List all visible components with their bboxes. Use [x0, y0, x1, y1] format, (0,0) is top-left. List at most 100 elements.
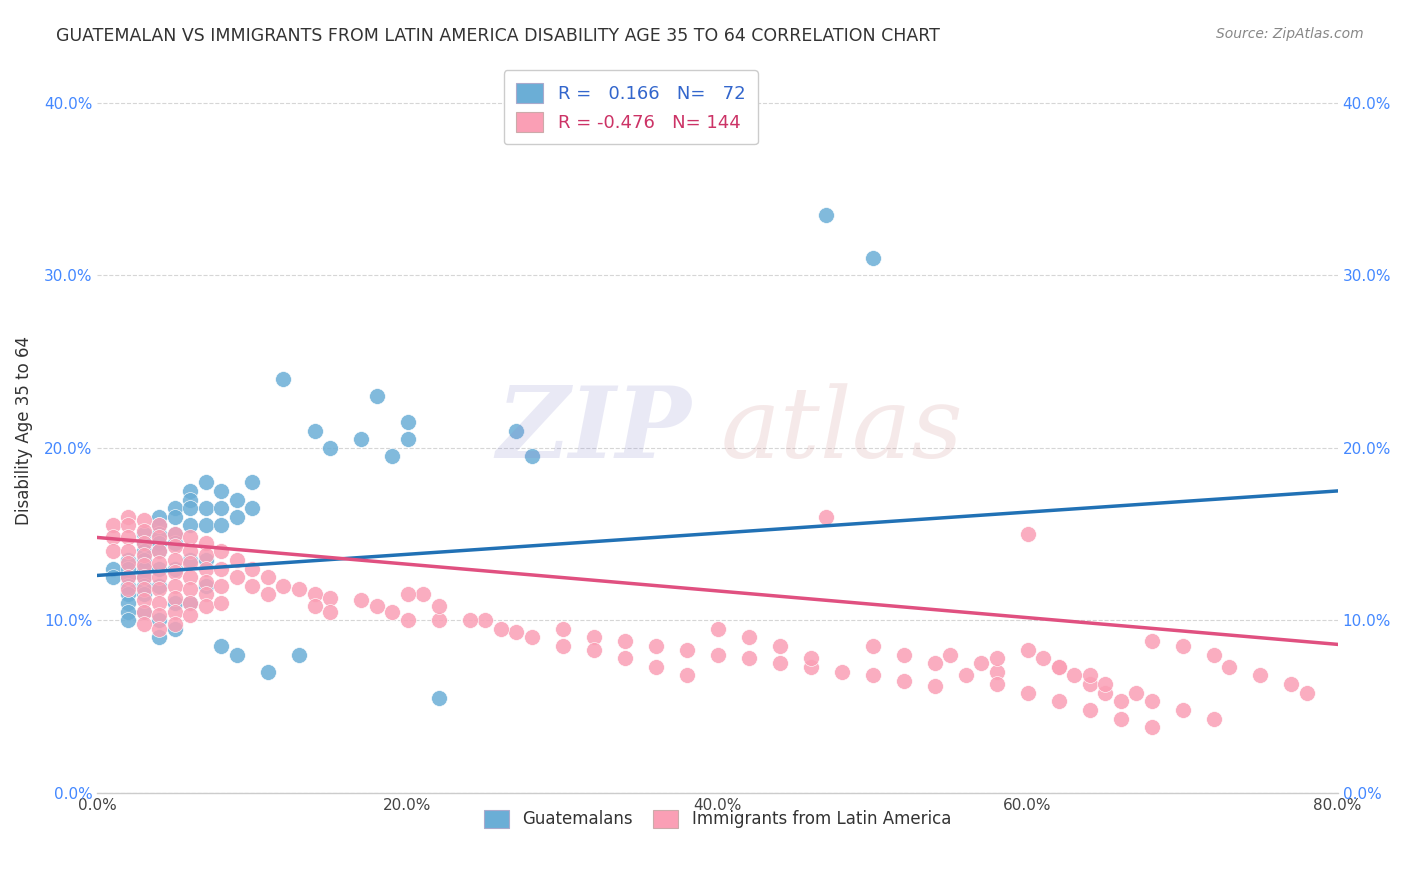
Point — [955, 668, 977, 682]
Point — [195, 501, 218, 516]
Point — [195, 561, 218, 575]
Point — [862, 668, 884, 682]
Point — [226, 553, 249, 567]
Point — [132, 579, 155, 593]
Text: ZIP: ZIP — [496, 383, 690, 479]
Point — [613, 651, 636, 665]
Point — [242, 501, 264, 516]
Point — [458, 613, 481, 627]
Point — [148, 631, 170, 645]
Point — [319, 591, 342, 605]
Point — [226, 492, 249, 507]
Point — [117, 596, 139, 610]
Point — [226, 570, 249, 584]
Point — [179, 518, 201, 533]
Point — [986, 651, 1008, 665]
Point — [1063, 668, 1085, 682]
Point — [1078, 677, 1101, 691]
Point — [366, 599, 388, 614]
Y-axis label: Disability Age 35 to 64: Disability Age 35 to 64 — [15, 336, 32, 525]
Point — [148, 561, 170, 575]
Point — [582, 631, 605, 645]
Text: atlas: atlas — [720, 383, 963, 478]
Point — [288, 648, 311, 662]
Point — [551, 639, 574, 653]
Point — [148, 582, 170, 597]
Point — [644, 660, 666, 674]
Point — [163, 539, 186, 553]
Point — [148, 531, 170, 545]
Point — [613, 634, 636, 648]
Point — [366, 389, 388, 403]
Point — [211, 544, 233, 558]
Point — [768, 657, 790, 671]
Point — [132, 544, 155, 558]
Point — [815, 208, 838, 222]
Point — [273, 579, 295, 593]
Point — [582, 642, 605, 657]
Point — [1047, 660, 1070, 674]
Text: GUATEMALAN VS IMMIGRANTS FROM LATIN AMERICA DISABILITY AGE 35 TO 64 CORRELATION : GUATEMALAN VS IMMIGRANTS FROM LATIN AMER… — [56, 27, 941, 45]
Point — [412, 587, 434, 601]
Point — [179, 553, 201, 567]
Point — [132, 561, 155, 575]
Point — [148, 613, 170, 627]
Point — [163, 579, 186, 593]
Point — [474, 613, 496, 627]
Point — [396, 613, 419, 627]
Point — [179, 608, 201, 623]
Point — [1140, 694, 1163, 708]
Point — [924, 679, 946, 693]
Point — [132, 535, 155, 549]
Point — [148, 579, 170, 593]
Point — [706, 622, 728, 636]
Point — [1295, 686, 1317, 700]
Point — [551, 622, 574, 636]
Point — [1078, 703, 1101, 717]
Point — [1032, 651, 1054, 665]
Point — [1171, 703, 1194, 717]
Point — [396, 415, 419, 429]
Point — [132, 553, 155, 567]
Point — [211, 501, 233, 516]
Point — [1017, 642, 1039, 657]
Point — [381, 450, 404, 464]
Point — [211, 561, 233, 575]
Point — [1202, 712, 1225, 726]
Point — [148, 596, 170, 610]
Legend: Guatemalans, Immigrants from Latin America: Guatemalans, Immigrants from Latin Ameri… — [478, 803, 957, 835]
Point — [132, 605, 155, 619]
Point — [179, 582, 201, 597]
Point — [319, 605, 342, 619]
Point — [675, 642, 697, 657]
Point — [242, 579, 264, 593]
Point — [242, 561, 264, 575]
Point — [257, 587, 280, 601]
Point — [117, 570, 139, 584]
Point — [1202, 648, 1225, 662]
Point — [427, 599, 450, 614]
Point — [319, 441, 342, 455]
Point — [101, 531, 124, 545]
Point — [986, 677, 1008, 691]
Point — [132, 587, 155, 601]
Point — [257, 665, 280, 679]
Point — [304, 424, 326, 438]
Point — [148, 544, 170, 558]
Point — [179, 596, 201, 610]
Point — [350, 592, 373, 607]
Point — [924, 657, 946, 671]
Point — [101, 561, 124, 575]
Point — [737, 651, 759, 665]
Point — [706, 648, 728, 662]
Point — [148, 622, 170, 636]
Point — [117, 553, 139, 567]
Text: Source: ZipAtlas.com: Source: ZipAtlas.com — [1216, 27, 1364, 41]
Point — [148, 557, 170, 571]
Point — [132, 513, 155, 527]
Point — [1249, 668, 1271, 682]
Point — [1140, 634, 1163, 648]
Point — [117, 509, 139, 524]
Point — [195, 587, 218, 601]
Point — [195, 548, 218, 562]
